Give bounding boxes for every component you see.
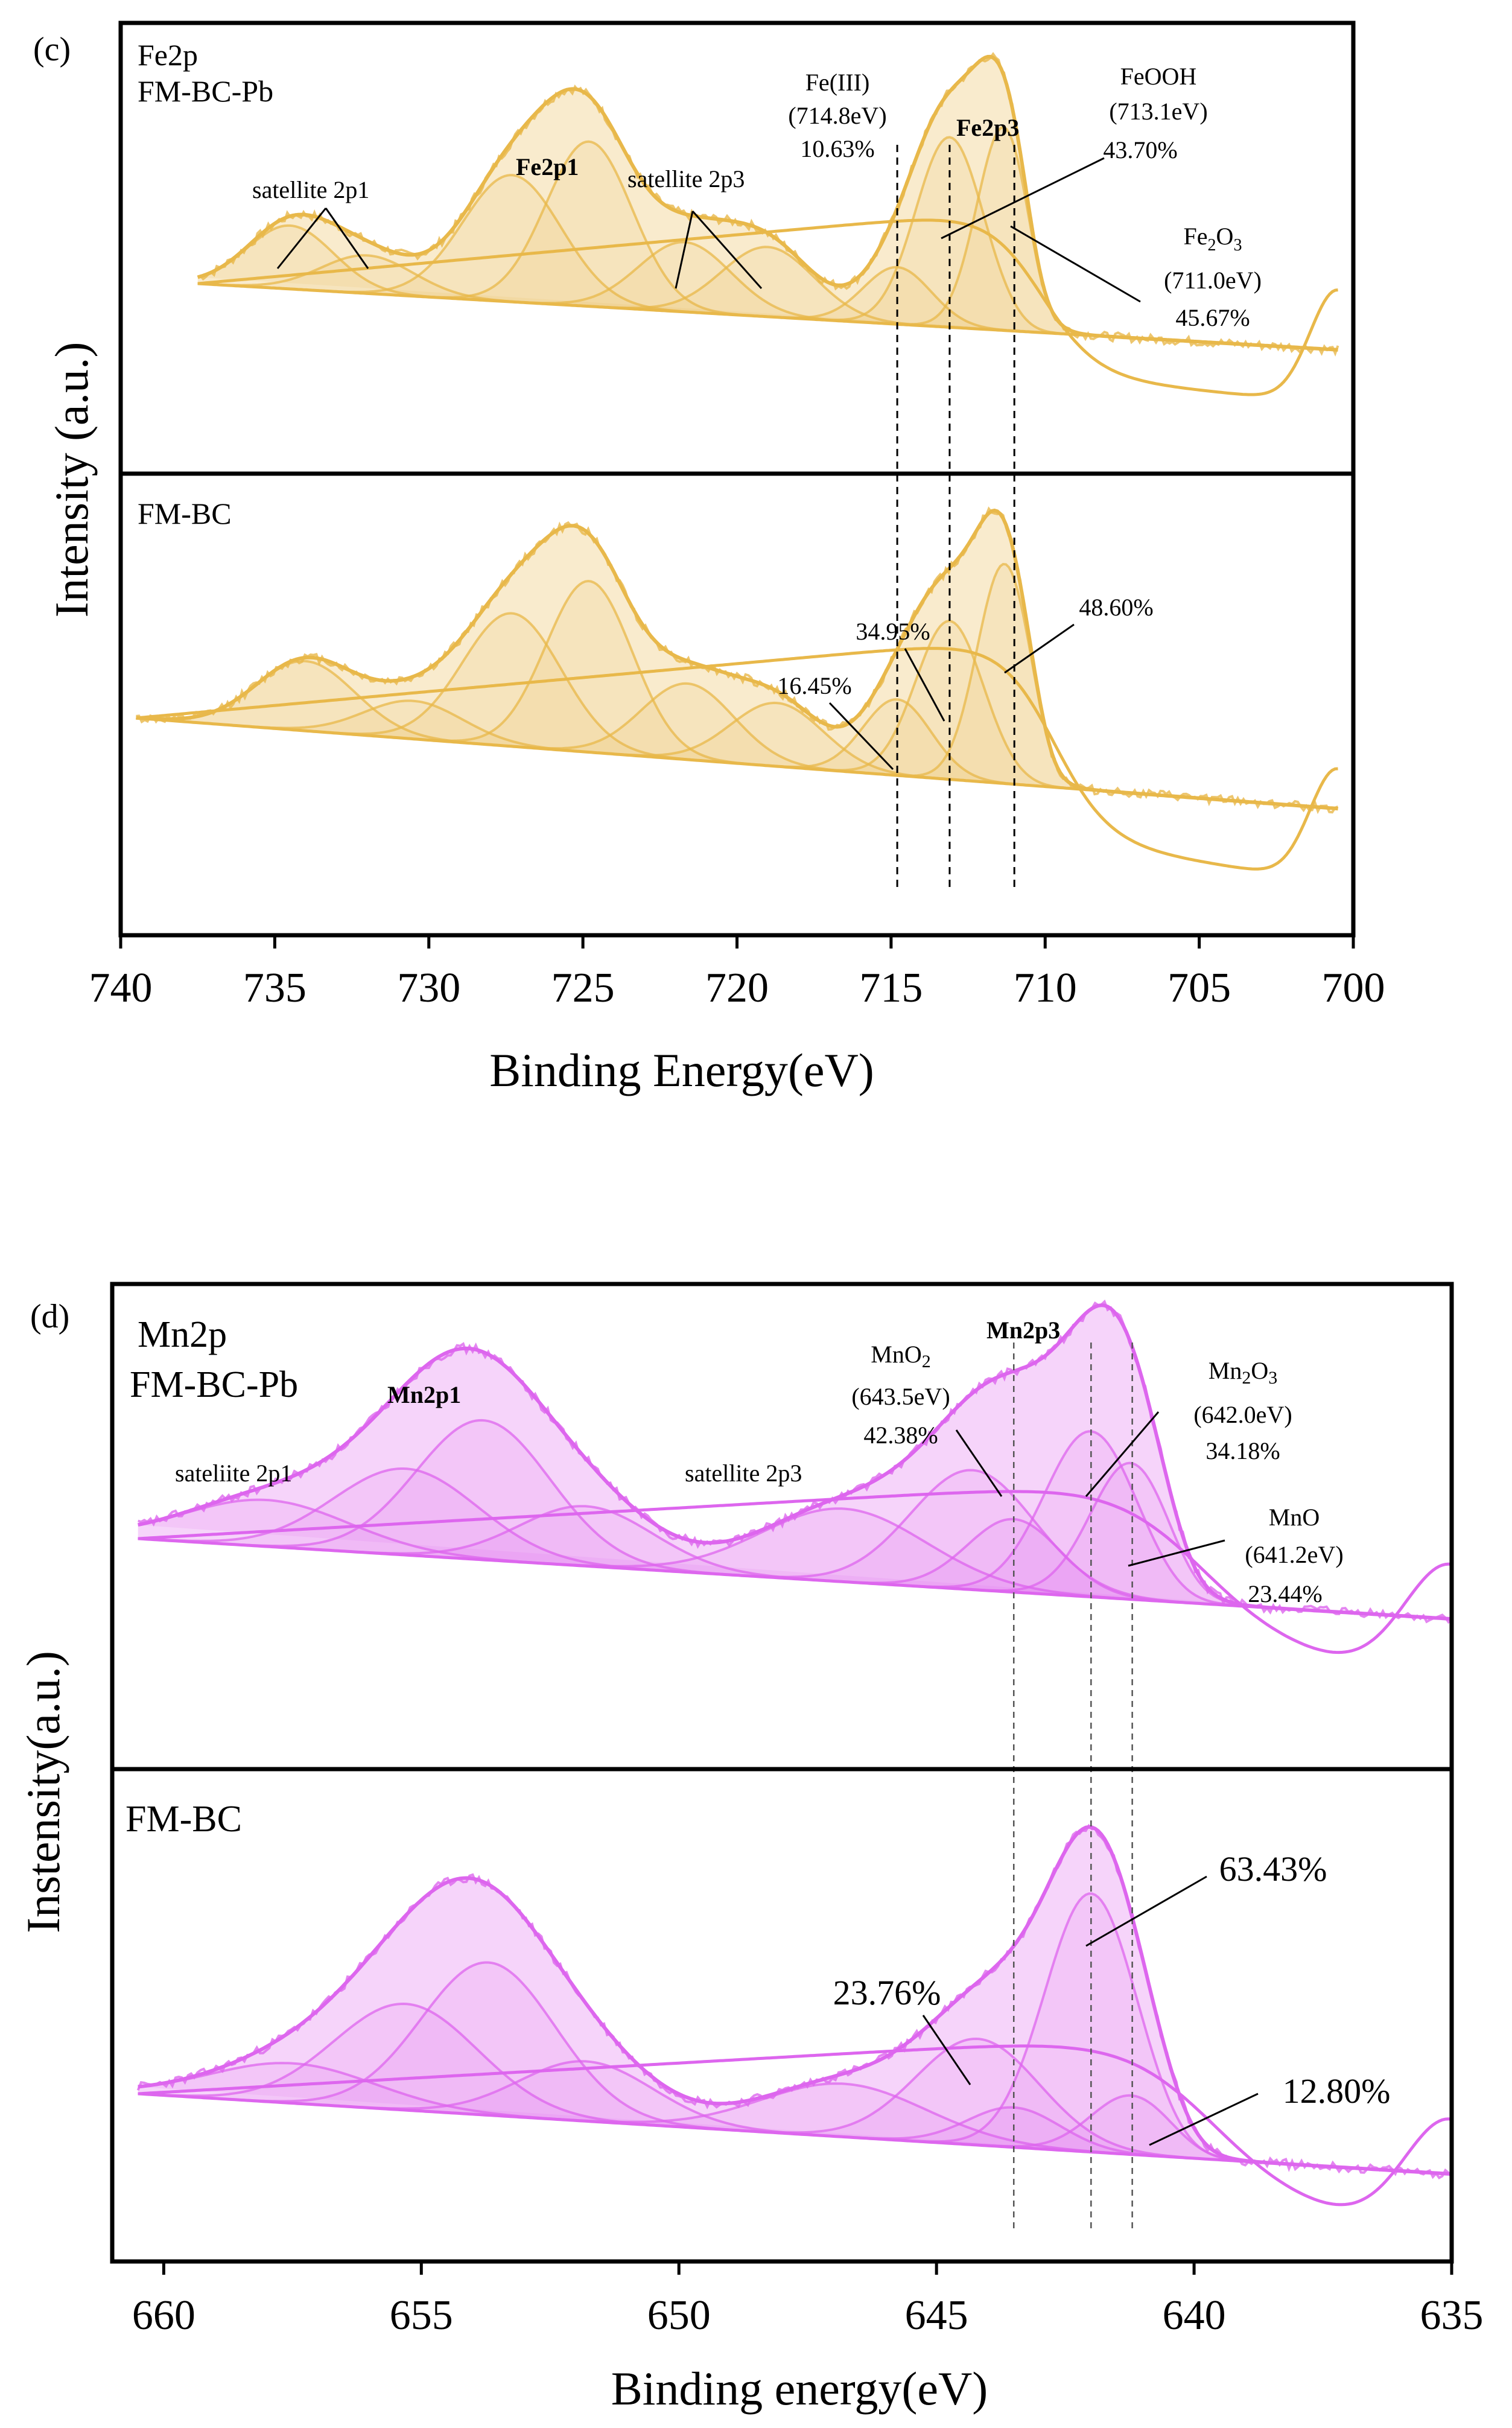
- x-tick-label: 650: [647, 2292, 711, 2339]
- fe2o3-percent: 45.67%: [1175, 304, 1250, 331]
- fmbc-mno2-percent: 23.76%: [833, 1973, 941, 2012]
- mn-satellite-2p1-label: sateliite 2p1: [175, 1460, 292, 1487]
- mn2o3-percent: 34.18%: [1205, 1437, 1280, 1464]
- fe2p3-label: Fe2p3: [956, 114, 1019, 141]
- mno2-name: MnO2: [871, 1341, 930, 1371]
- fe2o3-leader: [1010, 225, 1141, 303]
- shirley-background: [138, 1490, 1452, 1654]
- mno-leader: [1128, 1539, 1225, 1567]
- mn-top-sample-label: FM-BC-Pb: [130, 1364, 298, 1405]
- envelope-fill: [138, 1305, 1452, 1619]
- envelope-fill: [197, 56, 1338, 350]
- fe-y-axis-title: Intensity (a.u.): [45, 342, 98, 617]
- x-tick-label: 655: [390, 2292, 453, 2339]
- fmbc-mn2o3-percent: 63.43%: [1219, 1849, 1327, 1889]
- x-tick-label: 735: [243, 965, 307, 1011]
- fmbc-mno2-leader: [922, 2015, 971, 2085]
- mn-fmbc-spectrum: [136, 1823, 1453, 2207]
- fmbc-mno-percent: 12.80%: [1283, 2071, 1391, 2111]
- fe2o3-name: Fe2O3: [1184, 223, 1242, 255]
- mno2-percent: 42.38%: [863, 1422, 938, 1449]
- fe-satellite-2p3-leader-b: [691, 211, 763, 289]
- x-tick-label: 740: [89, 965, 153, 1011]
- fe-reference-lines: [896, 145, 1015, 887]
- shirley-background: [136, 647, 1338, 871]
- x-tick-label: 725: [551, 965, 615, 1011]
- fe-iii-name: Fe(III): [805, 69, 870, 96]
- fit-envelope: [138, 1825, 1452, 2176]
- fe-satellite-2p1-leader-b: [325, 208, 369, 269]
- mn-x-axis-ticks: 660 655 650 645 640 635: [132, 2261, 1484, 2339]
- mno-name: MnO: [1269, 1504, 1320, 1531]
- x-tick-label: 645: [905, 2292, 968, 2339]
- mn-y-axis-title: Instensity(a.u.): [17, 1651, 69, 1933]
- fmbc-fe2o3-percent: 48.60%: [1079, 594, 1153, 621]
- x-tick-label: 715: [859, 965, 923, 1011]
- fe-satellite-2p3-label: satellite 2p3: [627, 165, 745, 192]
- mn-reference-lines: [1012, 1343, 1133, 2233]
- mn2o3-energy: (642.0eV): [1193, 1401, 1292, 1428]
- mn-element-label: Mn2p: [138, 1314, 227, 1355]
- background-line: [138, 2092, 1452, 2176]
- fmbc-feooh-percent: 34.95%: [856, 618, 930, 645]
- panel-c: 740 735 730 725 720 715 710 705 700 (c) Fe2p FM-…: [33, 21, 1385, 1096]
- fe-bottom-sample-label: FM-BC: [138, 497, 232, 530]
- shirley-background: [138, 2044, 1452, 2207]
- fe-fmbcpb-spectrum: [197, 52, 1339, 396]
- x-tick-label: 700: [1322, 965, 1385, 1011]
- x-tick-label: 720: [705, 965, 769, 1011]
- fmbc-fe-iii-leader: [828, 702, 894, 771]
- mno-energy: (641.2eV): [1245, 1541, 1343, 1568]
- fe2p1-label: Fe2p1: [516, 153, 579, 180]
- panel-d-frame: [110, 1282, 1454, 2264]
- fe-satellite-2p3-leader-a: [675, 211, 694, 289]
- mn2o3-name: Mn2O3: [1209, 1357, 1277, 1388]
- x-tick-label: 640: [1163, 2292, 1226, 2339]
- fmbc-fe2o3-leader: [1004, 623, 1075, 674]
- fmbc-feooh-leader: [904, 648, 945, 722]
- fit-envelope: [197, 54, 1338, 352]
- x-tick-label: 635: [1420, 2292, 1484, 2339]
- feooh-energy: (713.1eV): [1109, 98, 1207, 125]
- fe-iii-energy: (714.8eV): [788, 102, 886, 129]
- fe-x-axis-ticks: 740 735 730 725 720 715 710 705 700: [89, 935, 1385, 1011]
- fe-x-axis-title: Binding Energy(eV): [489, 1044, 874, 1096]
- panel-c-label: (c): [33, 31, 71, 68]
- mno-percent: 23.44%: [1248, 1580, 1322, 1607]
- envelope-fill: [136, 510, 1338, 809]
- mn-bottom-sample-label: FM-BC: [125, 1799, 242, 1840]
- mn2o3-leader: [1085, 1411, 1160, 1497]
- fe2o3-energy: (711.0eV): [1164, 267, 1262, 294]
- fe-element-label: Fe2p: [138, 38, 198, 72]
- fit-envelope: [136, 508, 1338, 811]
- fmbc-mn2o3-leader: [1085, 1875, 1207, 1947]
- fmbc-mno-leader: [1149, 2093, 1259, 2146]
- mn-x-axis-title: Binding energy(eV): [611, 2362, 988, 2415]
- fmbc-fe-iii-percent: 16.45%: [777, 672, 851, 699]
- mn-satellite-2p3-label: satellite 2p3: [685, 1460, 802, 1487]
- x-tick-label: 710: [1014, 965, 1077, 1011]
- mn2p1-label: Mn2p1: [387, 1381, 461, 1408]
- envelope-fill: [138, 1826, 1452, 2175]
- panel-d: 660 655 650 645 640 635 (d) Mn2p FM-BC-Pb FM-…: [17, 1282, 1484, 2415]
- x-tick-label: 660: [132, 2292, 195, 2339]
- panel-d-label: (d): [30, 1298, 69, 1335]
- mn-fmbcpb-spectrum: [138, 1299, 1453, 1654]
- x-tick-label: 705: [1167, 965, 1231, 1011]
- feooh-percent: 43.70%: [1103, 136, 1177, 164]
- fe-iii-percent: 10.63%: [800, 135, 874, 162]
- feooh-leader: [941, 157, 1105, 240]
- mno2-leader: [955, 1429, 1003, 1497]
- fe-top-sample-label: FM-BC-Pb: [138, 74, 273, 108]
- mno2-energy: (643.5eV): [851, 1383, 950, 1410]
- x-tick-label: 730: [397, 965, 460, 1011]
- fit-envelope: [138, 1303, 1452, 1621]
- background-line: [138, 1537, 1452, 1621]
- fe-fmbc-spectrum: [136, 506, 1339, 871]
- fe-satellite-2p1-leader-a: [276, 208, 327, 269]
- mn2p3-label: Mn2p3: [986, 1317, 1060, 1344]
- fe-satellite-2p1-label: satellite 2p1: [252, 176, 369, 203]
- feooh-name: FeOOH: [1120, 63, 1197, 90]
